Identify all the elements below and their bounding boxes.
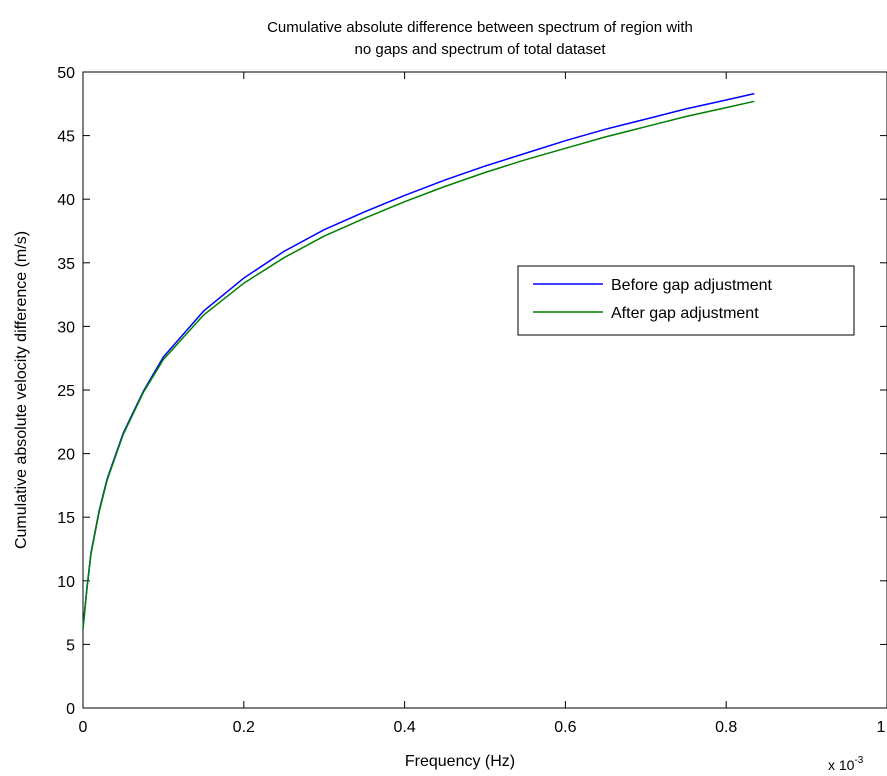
y-axis: 0 5 10 15 20 25 30 35 40 45 50 bbox=[57, 65, 887, 718]
x-tick-label: 0.2 bbox=[233, 719, 255, 736]
y-tick-label: 5 bbox=[66, 637, 75, 654]
x-multiplier-base: x 10 bbox=[828, 757, 855, 773]
x-axis-label: Frequency (Hz) bbox=[405, 753, 515, 770]
y-tick-label: 40 bbox=[57, 192, 75, 209]
x-tick-label: 0 bbox=[79, 719, 88, 736]
y-tick-label: 0 bbox=[66, 701, 75, 718]
plot-lines bbox=[82, 92, 755, 630]
x-tick-label: 1 bbox=[877, 719, 886, 736]
y-tick-label: 50 bbox=[57, 65, 75, 82]
y-tick-label: 25 bbox=[57, 383, 75, 400]
x-tick-label: 0.8 bbox=[715, 719, 737, 736]
legend-box bbox=[517, 265, 855, 336]
x-tick-label: 0.6 bbox=[554, 719, 576, 736]
plot-area bbox=[82, 71, 887, 709]
y-tick-label: 20 bbox=[57, 447, 75, 464]
chart-title-line-1: Cumulative absolute difference between s… bbox=[267, 19, 693, 36]
legend-label-after: After gap adjustment bbox=[611, 305, 759, 322]
y-axis-label: Cumulative absolute velocity difference … bbox=[13, 231, 30, 549]
y-tick-label: 15 bbox=[57, 510, 75, 527]
series-line-after-gap-adjustment bbox=[82, 100, 755, 630]
legend: Before gap adjustment After gap adjustme… bbox=[517, 265, 855, 336]
y-tick-label: 30 bbox=[57, 319, 75, 336]
y-tick-label: 45 bbox=[57, 129, 75, 146]
x-axis: 0 0.2 0.4 0.6 0.8 1 bbox=[79, 72, 887, 736]
chart-title-line-2: no gaps and spectrum of total dataset bbox=[355, 41, 607, 58]
x-axis-multiplier: x 10-3 bbox=[828, 755, 864, 773]
x-multiplier-exponent: -3 bbox=[854, 755, 863, 766]
y-tick-label: 35 bbox=[57, 256, 75, 273]
legend-label-before: Before gap adjustment bbox=[611, 277, 773, 294]
x-tick-label: 0.4 bbox=[393, 719, 415, 736]
y-tick-label: 10 bbox=[57, 574, 75, 591]
